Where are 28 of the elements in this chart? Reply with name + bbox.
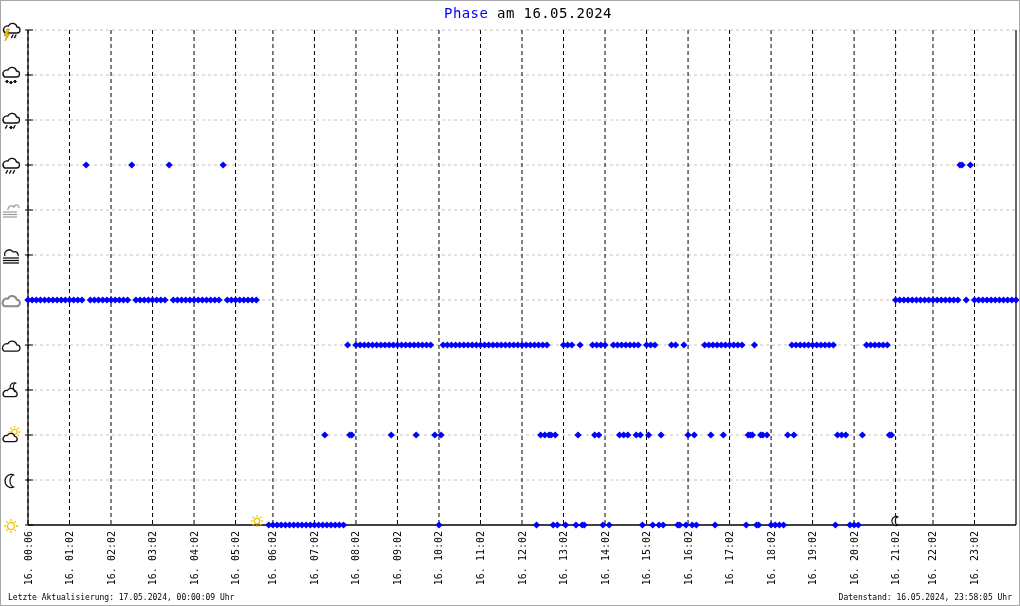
x-tick-label: 16. 21:02: [890, 531, 902, 586]
x-tick-label: 16. 11:02: [474, 531, 486, 586]
x-tick-label: 16. 20:02: [848, 531, 860, 586]
text: Letzte Aktualisierung: 17.05.2024, 00:00:09 Uhr: [8, 593, 235, 602]
x-tick-label: 16. 17:02: [724, 531, 736, 586]
x-tick-label: 16. 18:02: [765, 531, 777, 586]
x-tick-label: 16. 22:02: [927, 531, 939, 586]
x-tick-label: 16. 07:02: [308, 531, 320, 586]
x-tick-label: 16. 02:02: [105, 531, 117, 586]
chart-title: am 16.05.2024: [497, 5, 612, 21]
x-tick-label: 16. 10:02: [433, 531, 445, 586]
x-tick-label: 16. 05:02: [230, 531, 242, 586]
x-tick-label: 16. 12:02: [516, 531, 528, 586]
x-tick-label: 16. 13:02: [558, 531, 570, 586]
x-tick-label: 16. 08:02: [350, 531, 362, 586]
x-tick-label: 16. 01:02: [64, 531, 76, 586]
x-tick-label: 16. 04:02: [188, 531, 200, 586]
x-tick-label: 16. 15:02: [641, 531, 653, 586]
x-tick-label: 16. 09:02: [391, 531, 403, 586]
text: Phase: [444, 5, 489, 21]
x-tick-label: 16. 00:06: [22, 531, 34, 586]
x-tick-label: 16. 19:02: [807, 531, 819, 586]
x-tick-label: 16. 03:02: [147, 531, 159, 586]
x-tick-label: 16. 14:02: [599, 531, 611, 586]
x-tick-label: 16. 23:02: [968, 531, 980, 586]
x-tick-label: 16. 06:02: [267, 531, 279, 586]
text: Datenstand: 16.05.2024, 23:58:05 Uhr: [838, 593, 1013, 602]
x-tick-label: 16. 16:02: [682, 531, 694, 586]
